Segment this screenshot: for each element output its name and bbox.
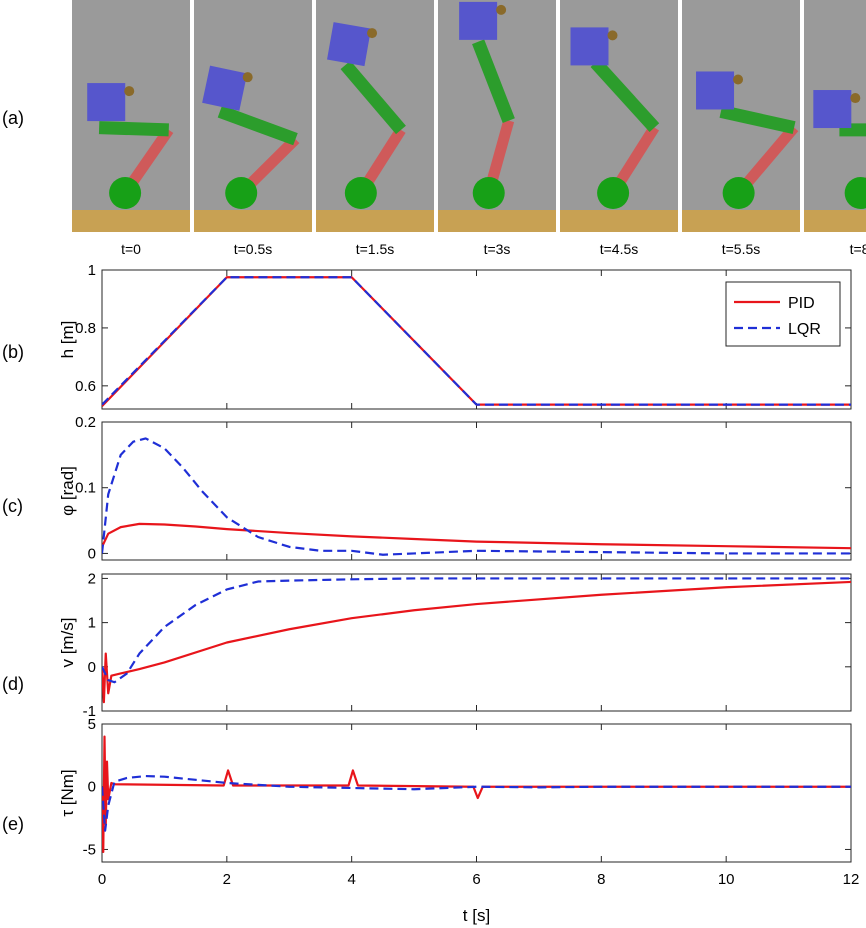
frame-caption: t=1.5s: [356, 241, 395, 257]
xtick-label: 2: [223, 871, 231, 888]
body-block: [327, 22, 372, 67]
frame-caption: t=0.5s: [234, 241, 273, 257]
ylabel-h: h [m]: [58, 321, 77, 359]
ytick-label: 0.1: [75, 480, 96, 497]
ground-strip: [682, 210, 800, 232]
ylabel-tau: τ [Nm]: [58, 769, 77, 816]
wheel: [844, 177, 866, 209]
frame-caption: t=8s: [850, 241, 866, 257]
series-line-lqr: [102, 276, 851, 406]
head-sphere: [124, 86, 135, 97]
ylabel-v: v [m/s]: [58, 617, 77, 667]
snapshot-frame: t=3s: [438, 0, 556, 257]
thigh-link: [217, 105, 298, 146]
ytick-label: 1: [88, 262, 96, 279]
ground-strip: [72, 210, 190, 232]
frame-caption: t=4.5s: [600, 241, 639, 257]
ytick-label: -5: [83, 841, 96, 858]
ground-strip: [438, 210, 556, 232]
snapshot-strip: t=0 t=0.5s t=1.5s t=3s t=4.5s t=5.5s t=8s: [72, 0, 866, 257]
legend-label-pid: PID: [788, 295, 815, 312]
series-line-lqr: [102, 437, 851, 556]
ground-strip: [804, 210, 866, 232]
ytick-label: 0: [88, 779, 96, 796]
wheel: [225, 177, 258, 209]
xtick-label: 12: [843, 871, 860, 888]
thigh-link: [340, 60, 406, 135]
panel-label-c: (c): [2, 496, 23, 516]
thigh-link: [719, 105, 796, 134]
head-sphere: [607, 30, 618, 41]
ytick-label: 0.2: [75, 414, 96, 431]
legend: PID LQR: [725, 281, 841, 347]
xtick-label: 10: [718, 871, 735, 888]
series-line-lqr: [102, 577, 851, 684]
ground-strip: [194, 210, 312, 232]
snapshot-frame: t=1.5s: [316, 0, 434, 257]
ytick-label: 1: [88, 615, 96, 632]
snapshot-frame: t=4.5s: [560, 0, 678, 257]
ytick-label: 2: [88, 570, 96, 587]
body-block: [696, 71, 735, 110]
frame-caption: t=5.5s: [722, 241, 761, 257]
wheel: [722, 177, 755, 209]
subplot-h: 0.6 0.8 1 h [m] PID LQR: [58, 262, 852, 410]
snapshot-frame: t=8s: [804, 0, 866, 257]
wheel: [109, 177, 142, 209]
series-line-pid: [102, 580, 851, 704]
subplot-v: -1 0 1 2 v [m/s]: [58, 570, 852, 720]
body-block: [202, 65, 248, 111]
wheel: [472, 177, 505, 209]
wheel: [597, 177, 630, 209]
xtick-label: 0: [98, 871, 106, 888]
wheel: [344, 177, 377, 209]
snapshot-frame: t=0: [72, 0, 190, 257]
xtick-label: 6: [472, 871, 480, 888]
xlabel: t [s]: [463, 906, 490, 925]
thigh-link: [98, 121, 169, 137]
ytick-label: 0: [88, 545, 96, 562]
series-line-pid: [102, 522, 851, 550]
snapshot-frame: t=0.5s: [194, 0, 312, 257]
ytick-label: 5: [88, 716, 96, 733]
ytick-label: 0: [88, 659, 96, 676]
head-sphere: [850, 93, 861, 104]
ytick-label: -1: [83, 703, 96, 720]
ground-strip: [560, 210, 678, 232]
series-line-pid: [102, 735, 851, 854]
subplot-phi: 0 0.1 0.2 φ [rad]: [58, 414, 852, 562]
body-block: [813, 90, 852, 129]
body-block: [459, 1, 498, 40]
frame-caption: t=3s: [484, 241, 511, 257]
head-sphere: [733, 74, 744, 85]
head-sphere: [367, 28, 378, 39]
head-sphere: [242, 72, 253, 83]
body-block: [87, 83, 126, 122]
ytick-label: 0.8: [75, 320, 96, 337]
xtick-label: 4: [347, 871, 355, 888]
legend-box: [725, 281, 841, 347]
thigh-link: [590, 58, 660, 132]
series-line-lqr: [102, 774, 851, 832]
frame-caption: t=0: [121, 241, 141, 257]
body-block: [570, 27, 609, 66]
axes-box: [101, 421, 852, 561]
ytick-label: 0.6: [75, 378, 96, 395]
head-sphere: [496, 4, 507, 15]
panel-label-d: (d): [2, 674, 24, 694]
ground-strip: [316, 210, 434, 232]
ylabel-phi: φ [rad]: [58, 466, 77, 516]
xtick-label: 8: [597, 871, 605, 888]
legend-label-lqr: LQR: [788, 321, 821, 338]
panel-label-b: (b): [2, 342, 24, 362]
panel-label-e: (e): [2, 814, 24, 834]
panel-label-a: (a): [2, 108, 24, 128]
thigh-link: [472, 39, 515, 123]
snapshot-frame: t=5.5s: [682, 0, 800, 257]
